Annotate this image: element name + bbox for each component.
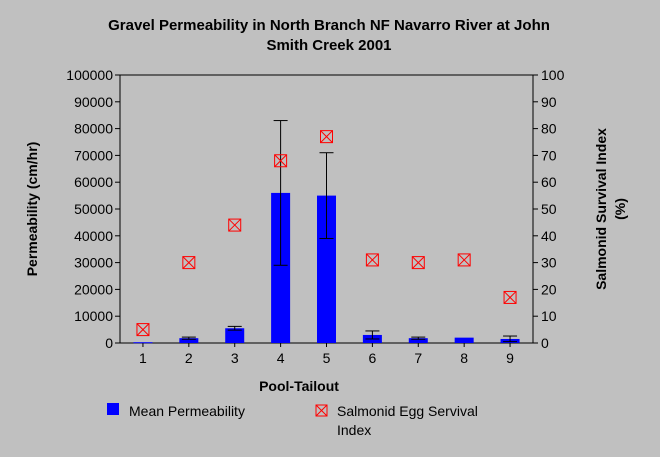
left-tick-label: 0: [105, 335, 113, 351]
left-tick-label: 40000: [74, 228, 113, 244]
x-tick-label: 2: [185, 350, 193, 366]
left-y-axis: 0 10000 20000 30000 40000 50000 60000 70000 8000…: [66, 67, 120, 351]
survival-marker: [274, 154, 288, 168]
bar: [225, 328, 245, 343]
right-tick-label: 70: [541, 147, 557, 163]
survival-marker-cross: [182, 256, 196, 269]
right-tick-label: 100: [541, 67, 565, 83]
right-tick-label: 50: [541, 201, 557, 217]
chart-title-line1: Gravel Permeability in North Branch NF N…: [108, 17, 550, 34]
survival-marker-cross: [136, 323, 150, 336]
left-tick-label: 70000: [74, 147, 113, 163]
survival-marker-cross: [503, 291, 517, 304]
left-tick-label: 90000: [74, 94, 113, 110]
right-tick-label: 10: [541, 308, 557, 324]
bar: [133, 342, 153, 344]
legend-swatch-permeability: [107, 403, 119, 415]
right-tick-label: 60: [541, 174, 557, 190]
survival-marker: [411, 256, 425, 270]
survival-marker-cross: [457, 253, 471, 267]
error-bars: [181, 120, 518, 343]
chart-title-line2: Smith Creek 2001: [266, 37, 391, 54]
survival-marker: [320, 130, 333, 144]
survival-marker-box: [457, 253, 471, 267]
right-tick-label: 20: [541, 281, 557, 297]
survival-marker-box: [136, 323, 150, 337]
left-tick-label: 100000: [66, 67, 113, 83]
survival-marker-box: [228, 218, 242, 232]
bar: [408, 338, 428, 343]
left-tick-label: 50000: [74, 201, 113, 217]
left-tick-label: 60000: [74, 174, 113, 190]
survival-marker-cross: [366, 253, 379, 267]
legend-marker-survival-icon: [315, 404, 328, 417]
right-y-axis: 0 10 20 30 40 50 60 70 80 90 100: [533, 67, 565, 351]
plot-area: 0100002000030000400005000060000700008000…: [66, 67, 564, 366]
legend-label-survival-line1: Salmonid Egg Servival: [337, 403, 478, 419]
survival-marker-cross: [228, 218, 242, 232]
legend-label-survival-line2: Index: [337, 422, 371, 438]
survival-marker-box: [365, 253, 379, 267]
x-tick-label: 6: [368, 350, 376, 366]
x-tick-label: 3: [231, 350, 239, 366]
survival-marker-cross: [320, 130, 333, 143]
survival-marker-box: [320, 130, 333, 144]
legend: Mean Permeability Salmonid Egg Servival …: [107, 403, 478, 438]
survival-marker: [365, 253, 379, 267]
y-axis-title: Permeability (cm/hr): [24, 142, 40, 277]
right-tick-label: 90: [541, 94, 557, 110]
x-tick-label: 4: [277, 350, 285, 366]
x-tick-label: 8: [460, 350, 468, 366]
right-tick-label: 30: [541, 255, 557, 271]
bar: [271, 192, 291, 343]
x-axis-title: Pool-Tailout: [259, 378, 339, 394]
survival-marker: [136, 323, 150, 337]
left-tick-label: 20000: [74, 281, 113, 297]
left-tick-label: 30000: [74, 255, 113, 271]
survival-marker: [182, 256, 196, 270]
survival-marker: [457, 253, 471, 267]
right-tick-label: 0: [541, 335, 549, 351]
x-tick-label: 9: [506, 350, 514, 366]
bar: [179, 338, 199, 343]
left-tick-label: 80000: [74, 121, 113, 137]
x-tick-label: 5: [323, 350, 331, 366]
survival-marker-cross: [274, 154, 287, 168]
y2-axis-title-line1: Salmonid Survival Index: [593, 128, 609, 290]
x-tick-label: 1: [139, 350, 147, 366]
survival-marker-box: [274, 154, 288, 168]
marker-series: [136, 130, 517, 337]
legend-label-permeability: Mean Permeability: [129, 403, 245, 419]
survival-marker-box: [503, 290, 517, 304]
survival-marker-box: [182, 256, 196, 270]
bar: [454, 337, 474, 343]
x-axis: 1 2 3 4 5 6 7 8 9: [139, 343, 514, 366]
survival-marker: [503, 290, 517, 304]
y2-axis-title-line2: (%): [612, 198, 628, 220]
left-tick-label: 10000: [74, 308, 113, 324]
x-tick-label: 7: [414, 350, 422, 366]
survival-marker: [228, 218, 242, 232]
survival-marker-cross: [411, 256, 425, 269]
bar: [317, 195, 336, 343]
right-tick-label: 40: [541, 228, 557, 244]
survival-marker-box: [411, 256, 425, 270]
right-tick-label: 80: [541, 121, 557, 137]
